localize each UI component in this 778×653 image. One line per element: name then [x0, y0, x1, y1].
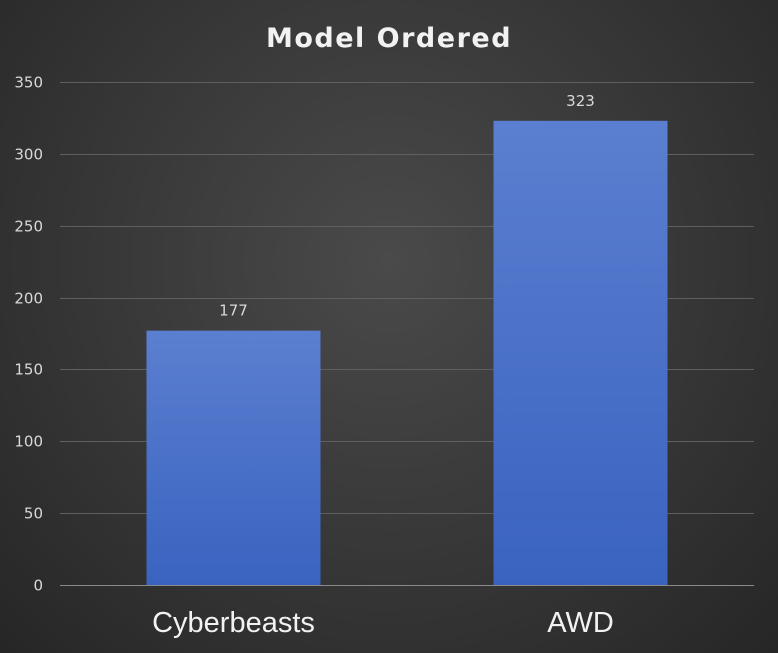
data-labels: 177 323: [219, 92, 595, 320]
y-tick-label: 200: [14, 290, 43, 308]
data-label-awd: 323: [566, 92, 595, 110]
y-tick-label: 100: [14, 433, 43, 451]
x-category-label: Cyberbeasts: [152, 607, 315, 639]
x-category-label: AWD: [547, 607, 614, 639]
chart-title: Model Ordered: [266, 23, 512, 54]
x-axis-categories: Cyberbeasts AWD: [152, 607, 614, 639]
data-label-cyberbeasts: 177: [219, 302, 248, 320]
y-tick-label: 150: [14, 361, 43, 379]
bar-awd: [493, 120, 668, 585]
y-tick-label: 50: [24, 505, 43, 523]
y-tick-label: 350: [14, 74, 43, 92]
y-axis-ticks: 0 50 100 150 200 250 300 350: [14, 74, 43, 595]
y-tick-label: 300: [14, 146, 43, 164]
y-tick-label: 0: [33, 577, 43, 595]
bar-cyberbeasts: [146, 330, 321, 585]
y-tick-label: 250: [14, 218, 43, 236]
bars: [146, 120, 668, 585]
